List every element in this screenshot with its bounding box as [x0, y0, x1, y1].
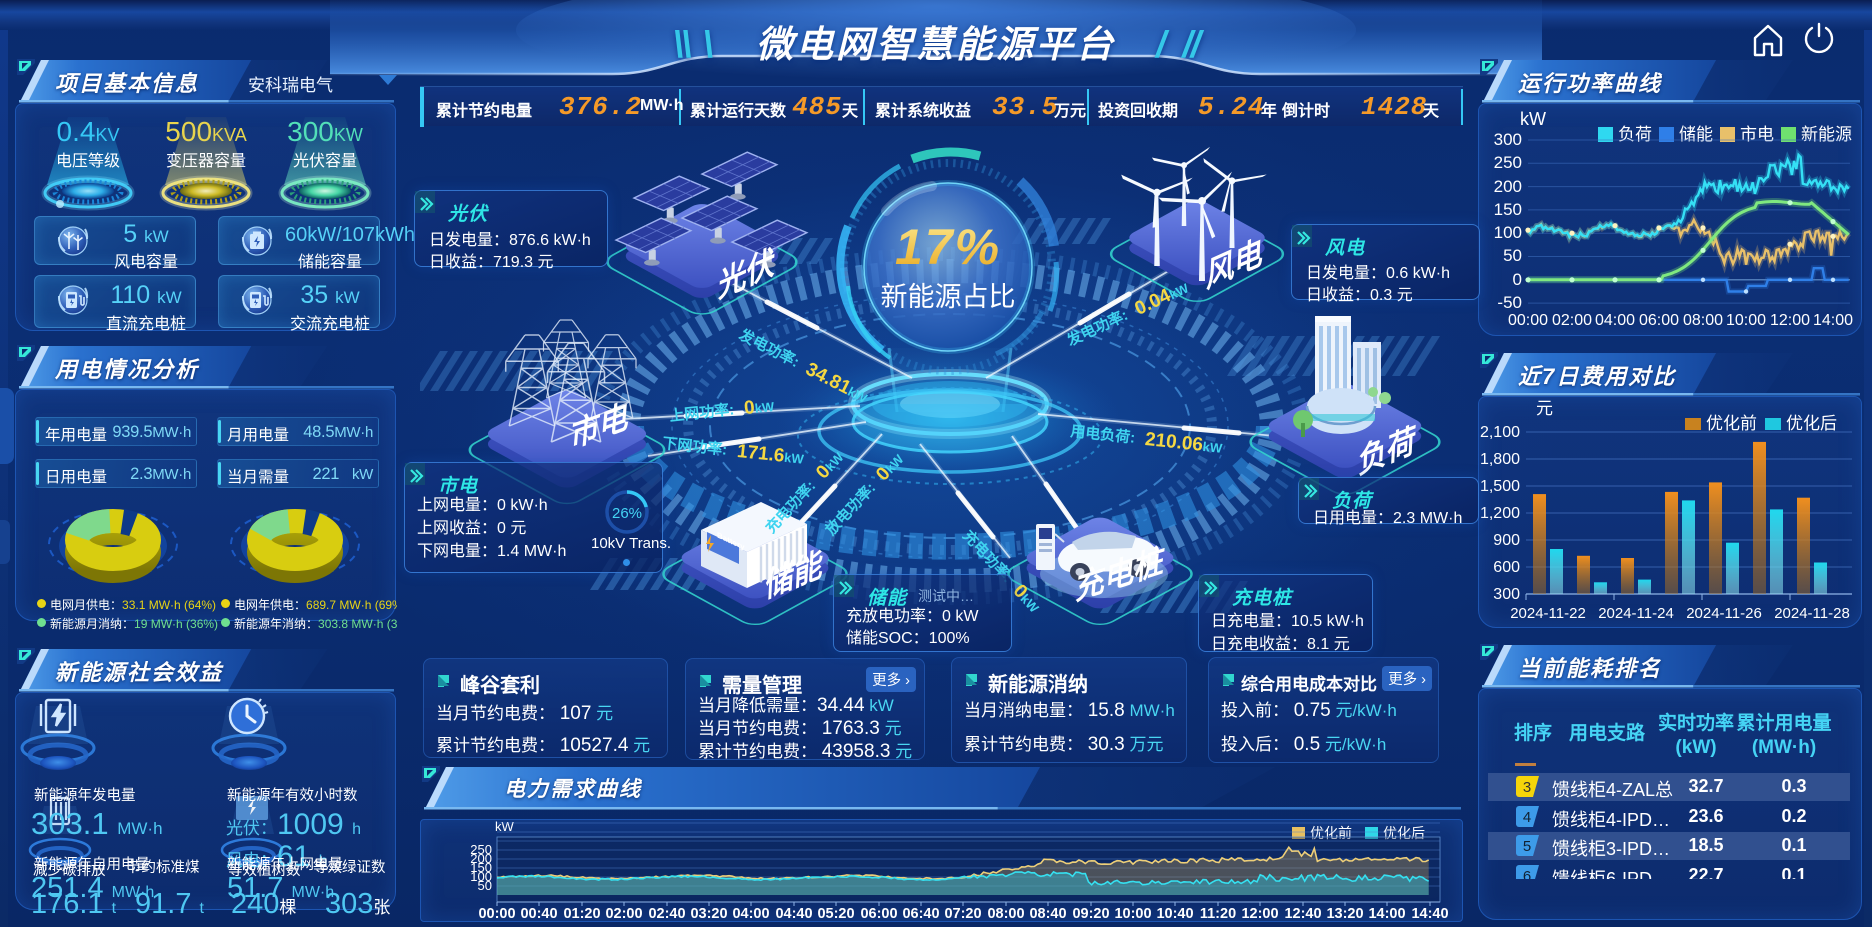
svg-text:04:00: 04:00 — [732, 906, 769, 922]
svg-text:100: 100 — [1494, 223, 1522, 242]
svg-text:1,200: 1,200 — [1480, 505, 1520, 522]
svg-text:10:00: 10:00 — [1114, 906, 1151, 922]
svg-text:150: 150 — [470, 860, 492, 875]
svg-text:07:20: 07:20 — [944, 906, 981, 922]
svg-text:元: 元 — [1536, 399, 1553, 418]
svg-text:2024-11-28: 2024-11-28 — [1774, 605, 1850, 622]
svg-text:新能源: 新能源 — [1801, 125, 1852, 144]
svg-text:17%: 17% — [895, 219, 1001, 275]
svg-text:200: 200 — [470, 851, 492, 866]
svg-text:150: 150 — [1494, 200, 1522, 219]
svg-text:50: 50 — [478, 878, 492, 893]
svg-text:13:20: 13:20 — [1326, 906, 1363, 922]
svg-text:1,500: 1,500 — [1480, 478, 1520, 495]
svg-text:14:40: 14:40 — [1411, 906, 1448, 922]
svg-text:08:00: 08:00 — [1683, 312, 1723, 329]
svg-text:08:00: 08:00 — [987, 906, 1024, 922]
svg-text:6: 6 — [1523, 868, 1531, 879]
svg-text:06:00: 06:00 — [860, 906, 897, 922]
svg-text:2024-11-24: 2024-11-24 — [1598, 605, 1674, 622]
svg-text:05:20: 05:20 — [817, 906, 854, 922]
svg-text:02:00: 02:00 — [605, 906, 642, 922]
svg-text:10:40: 10:40 — [1156, 906, 1193, 922]
svg-text:200: 200 — [1494, 177, 1522, 196]
svg-text:100: 100 — [470, 869, 492, 884]
svg-text:12:40: 12:40 — [1284, 906, 1321, 922]
svg-text:300: 300 — [1494, 130, 1522, 149]
svg-text:02:40: 02:40 — [648, 906, 685, 922]
svg-text:12:00: 12:00 — [1770, 312, 1810, 329]
svg-text:10:00: 10:00 — [1726, 312, 1766, 329]
svg-text:14:00: 14:00 — [1368, 906, 1405, 922]
svg-text:900: 900 — [1493, 532, 1520, 549]
svg-text:4: 4 — [1523, 809, 1531, 826]
svg-text:2024-11-22: 2024-11-22 — [1510, 605, 1586, 622]
svg-text:04:40: 04:40 — [775, 906, 812, 922]
svg-text:600: 600 — [1493, 559, 1520, 576]
svg-text:2,100: 2,100 — [1480, 424, 1520, 441]
svg-text:00:40: 00:40 — [520, 906, 557, 922]
svg-text:250: 250 — [1494, 153, 1522, 172]
svg-text:04:00: 04:00 — [1595, 312, 1635, 329]
svg-text:14:00: 14:00 — [1813, 312, 1853, 329]
svg-text:09:20: 09:20 — [1072, 906, 1109, 922]
svg-text:优化后: 优化后 — [1786, 414, 1837, 433]
svg-text:00:00: 00:00 — [1508, 312, 1548, 329]
svg-text:210.06kW: 210.06kW — [1144, 429, 1224, 458]
svg-text:新能源占比: 新能源占比 — [881, 282, 1016, 312]
svg-text:00:00: 00:00 — [478, 906, 515, 922]
svg-text:储能: 储能 — [1679, 125, 1713, 144]
svg-text:5: 5 — [1523, 838, 1531, 855]
svg-text:06:00: 06:00 — [1639, 312, 1679, 329]
svg-text:08:40: 08:40 — [1029, 906, 1066, 922]
svg-text:26%: 26% — [612, 505, 642, 522]
svg-text:12:00: 12:00 — [1241, 906, 1278, 922]
svg-text:0: 0 — [1513, 270, 1522, 289]
svg-text:01:20: 01:20 — [563, 906, 600, 922]
svg-text:优化前: 优化前 — [1706, 414, 1757, 433]
svg-text:-50: -50 — [1497, 293, 1522, 312]
svg-text:03:20: 03:20 — [690, 906, 727, 922]
svg-text:250: 250 — [470, 842, 492, 857]
svg-text:负荷: 负荷 — [1618, 125, 1652, 144]
svg-text:50: 50 — [1503, 246, 1522, 265]
svg-text:06:40: 06:40 — [902, 906, 939, 922]
svg-text:2024-11-26: 2024-11-26 — [1686, 605, 1762, 622]
svg-text:300: 300 — [1493, 586, 1520, 603]
svg-text:kW: kW — [1520, 109, 1546, 129]
svg-text:3: 3 — [1523, 779, 1531, 796]
svg-text:1,800: 1,800 — [1480, 451, 1520, 468]
svg-text:市电: 市电 — [1740, 125, 1774, 144]
svg-text:11:20: 11:20 — [1200, 906, 1236, 922]
svg-text:02:00: 02:00 — [1552, 312, 1592, 329]
